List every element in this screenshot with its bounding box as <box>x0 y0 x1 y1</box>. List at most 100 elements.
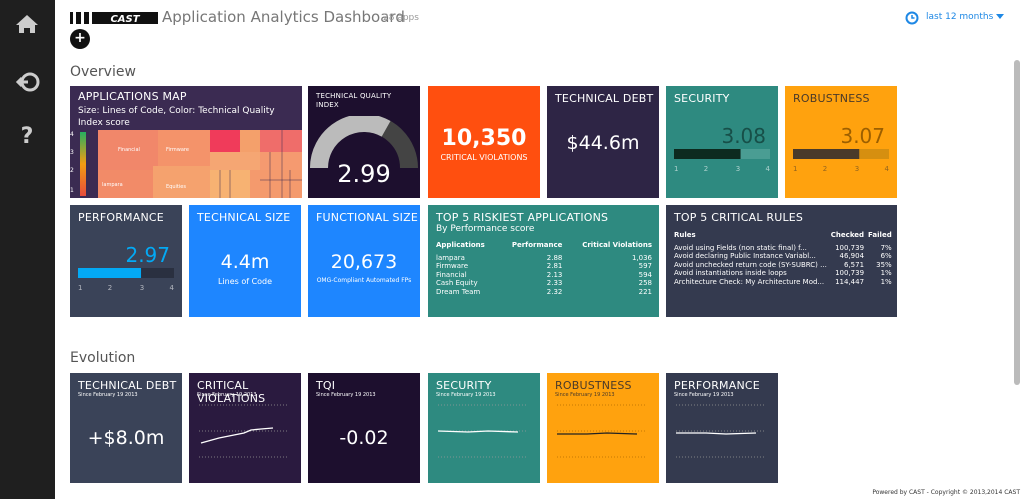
add-button[interactable]: + <box>70 29 90 49</box>
tile-label: OMG-Compliant Automated FPs <box>316 277 412 284</box>
table-cell: Architecture Check: My Architecture Mod.… <box>674 277 825 286</box>
table-row: Architecture Check: My Architecture Mod.… <box>672 278 894 287</box>
technical-debt-tile[interactable]: TECHNICAL DEBT $44.6m <box>547 86 659 198</box>
legend-label: 3 <box>70 149 74 156</box>
sidebar: ? <box>0 0 55 499</box>
column-header: Failed <box>868 231 892 239</box>
help-icon[interactable]: ? <box>21 124 34 149</box>
functional-size-tile[interactable]: FUNCTIONAL SIZE 20,673 OMG-Compliant Aut… <box>308 205 420 317</box>
trend-line <box>200 427 274 444</box>
evolution-tile[interactable]: TQI Since February 19 2013 -0.02 <box>308 373 420 483</box>
table-row: Cash Equity 2.33 258 <box>434 279 654 288</box>
tile-title: APPLICATIONS MAP <box>78 90 187 103</box>
critical-rules-tile[interactable]: TOP 5 CRITICAL RULES Rules Checked Failed A… <box>666 205 897 317</box>
tile-subtitle: Size: Lines of Code, Color: Technical Qu… <box>78 106 275 128</box>
tile-value: 3.08 <box>721 124 766 148</box>
treemap: 4 3 2 1 Financial Firmware Equities lamp… <box>70 130 302 198</box>
score-bar: 1 2 3 4 <box>674 149 771 173</box>
tile-value: 10,350 <box>441 126 527 151</box>
tqi-gauge <box>310 116 418 169</box>
bar-fill <box>793 149 860 159</box>
table-cell: 597 <box>638 262 652 270</box>
performance-tile[interactable]: PERFORMANCE 2.97 1 2 3 4 <box>70 205 182 317</box>
legend-label: 1 <box>70 187 74 194</box>
tile-value: +$8.0m <box>87 427 165 449</box>
tile-since: Since February 19 2013 <box>436 392 496 398</box>
tile-since: Since February 19 2013 <box>197 392 257 398</box>
security-tile[interactable]: SECURITY 3.08 1 2 3 4 <box>666 86 778 198</box>
section-heading: Overview <box>70 64 136 80</box>
table-cell: 114,447 <box>835 277 865 286</box>
home-icon[interactable] <box>16 15 38 33</box>
tile-label: Lines of Code <box>217 277 273 286</box>
dropdown-arrow[interactable] <box>996 14 1004 20</box>
table-cell: 100,739 <box>835 269 865 277</box>
tick-label: 1 <box>78 284 82 292</box>
table-cell: Avoid instantiations inside loops <box>674 269 787 277</box>
table-cell: Firmware <box>436 262 469 270</box>
table-cell: lampara <box>436 253 465 262</box>
tick-label: 3 <box>736 165 740 173</box>
table-cell: Avoid using Fields (non static final) f.… <box>674 243 807 252</box>
evolution-tile[interactable]: CRITICAL VIOLATIONS Since February 19 201… <box>189 373 301 483</box>
trend-line <box>676 432 757 435</box>
table-cell: 1% <box>880 277 892 286</box>
clock-icon <box>905 11 919 25</box>
tile-title: ROBUSTNESS <box>555 379 632 392</box>
table-cell: 2.32 <box>546 287 563 296</box>
critical-rules-table: Rules Checked Failed Avoid using Fields (no… <box>672 231 894 286</box>
column-header: Rules <box>674 231 696 239</box>
applications-map-tile[interactable]: APPLICATIONS MAP Size: Lines of Code, Co… <box>70 86 302 198</box>
column-header: Applications <box>436 241 485 249</box>
tile-title: ROBUSTNESS <box>793 92 870 105</box>
score-bar: 1 2 3 4 <box>793 149 890 173</box>
table-cell: Dream Team <box>436 287 481 296</box>
tile-subtitle: By Performance score <box>436 224 535 234</box>
treemap-label: Financial <box>118 147 140 153</box>
table-cell: 1,036 <box>631 253 652 262</box>
tile-since: Since February 19 2013 <box>674 392 734 398</box>
robustness-tile[interactable]: ROBUSTNESS 3.07 1 2 3 4 <box>785 86 897 198</box>
period-selector[interactable]: last 12 months <box>926 12 994 22</box>
tqi-tile[interactable]: TECHNICAL QUALITY INDEX 2.99 <box>308 86 420 198</box>
riskiest-apps-tile[interactable]: TOP 5 RISKIEST APPLICATIONS By Performan… <box>428 205 659 317</box>
table-cell: Avoid unchecked return code (SY-SUBRC) .… <box>674 260 827 269</box>
tile-value: $44.6m <box>566 132 640 154</box>
tile-title: SECURITY <box>674 92 730 105</box>
evolution-tile[interactable]: ROBUSTNESS Since February 19 2013 <box>547 373 659 483</box>
table-cell: 100,739 <box>835 243 865 252</box>
evolution-tile[interactable]: SECURITY Since February 19 2013 <box>428 373 540 483</box>
bar-fill <box>78 268 142 278</box>
table-cell: 258 <box>638 279 652 287</box>
tile-value: 20,673 <box>330 251 398 273</box>
tile-title: SECURITY <box>436 379 492 392</box>
table-row: Avoid declaring Public Instance Variabl.… <box>672 252 894 261</box>
table-cell: 594 <box>638 270 652 279</box>
critical-violations-tile[interactable]: 10,350 CRITICAL VIOLATIONS <box>428 86 540 198</box>
sparkline <box>557 404 647 458</box>
tick-label: 2 <box>823 165 827 173</box>
evolution-tile[interactable]: PERFORMANCE Since February 19 2013 <box>666 373 778 483</box>
table-cell: 2.81 <box>546 262 563 270</box>
section-heading: Evolution <box>70 350 136 366</box>
table-header: Rules Checked Failed <box>672 231 894 240</box>
evolution-tile[interactable]: TECHNICAL DEBT Since February 19 2013 +$8.… <box>70 373 182 483</box>
tile-since: Since February 19 2013 <box>555 392 615 398</box>
table-cell: 1% <box>880 269 892 277</box>
table-cell: 2.88 <box>546 253 563 262</box>
page-title: Application Analytics Dashboard <box>162 8 405 26</box>
column-header: Critical Violations <box>582 241 652 249</box>
table-cell: 35% <box>876 260 892 269</box>
tile-title: TOP 5 CRITICAL RULES <box>674 211 804 224</box>
table-row: Financial 2.13 594 <box>434 271 654 280</box>
treemap-label: lampara <box>102 182 123 188</box>
technical-size-tile[interactable]: TECHNICAL SIZE 4.4m Lines of Code <box>189 205 301 317</box>
table-row: Dream Team 2.32 221 <box>434 288 654 297</box>
tile-value: 4.4m <box>220 251 270 273</box>
scrollbar[interactable] <box>1014 60 1020 385</box>
table-cell: Avoid declaring Public Instance Variabl.… <box>674 252 816 260</box>
table-cell: Cash Equity <box>436 279 478 287</box>
treemap-label: Equities <box>166 184 186 190</box>
footer: Powered by CAST - Copyright © 2013,2014 … <box>872 489 1020 496</box>
